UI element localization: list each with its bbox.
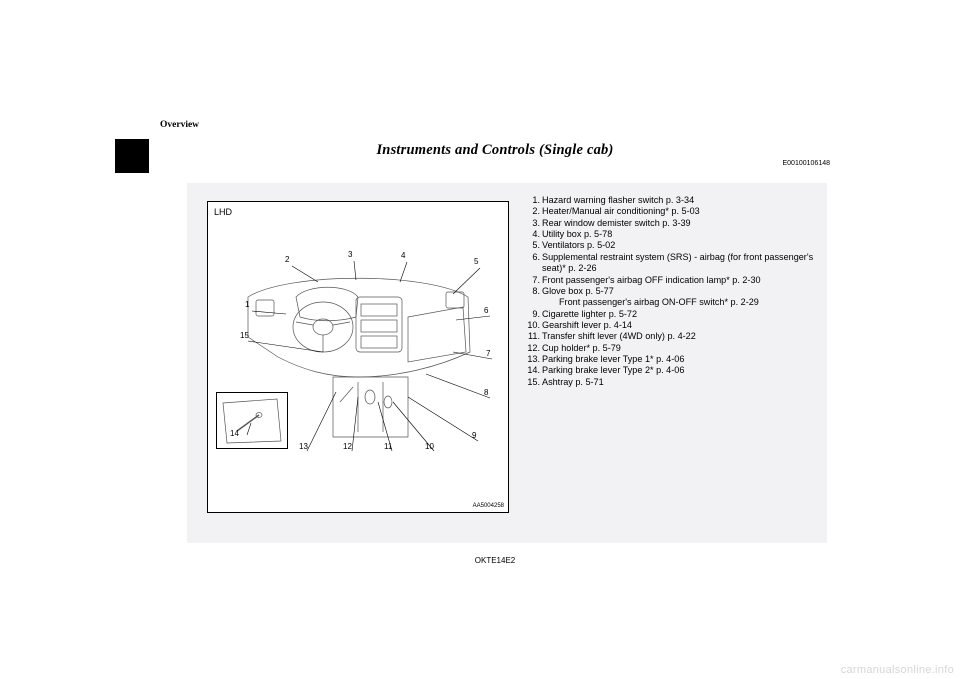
callout-8: 8 [484,388,488,397]
legend-item: Transfer shift lever (4WD only) p. 4-22 [525,331,815,342]
callout-3: 3 [348,250,352,259]
callout-4: 4 [401,251,405,260]
legend-item: Hazard warning flasher switch p. 3-34 [525,195,815,206]
legend-item: Cup holder* p. 5-79 [525,343,815,354]
legend-item: Parking brake lever Type 2* p. 4-06 [525,365,815,376]
callout-6: 6 [484,306,488,315]
callout-15: 15 [240,331,249,340]
callout-13: 13 [299,442,308,451]
diagram-figure: LHD AA5004258 [207,201,509,513]
document-id: E00100106148 [783,160,831,167]
legend-item: Front passenger's airbag OFF indication … [525,275,815,286]
legend-item: Ventilators p. 5-02 [525,240,815,251]
inset-lineart [217,393,287,448]
legend-item: Ashtray p. 5-71 [525,377,815,388]
legend-item: Supplemental restraint system (SRS) - ai… [525,252,815,275]
legend-item: Parking brake lever Type 1* p. 4-06 [525,354,815,365]
figure-id: AA5004258 [473,503,504,509]
callout-2: 2 [285,255,289,264]
legend-item: Glove box p. 5-77Front passenger's airba… [525,286,815,309]
callout-14: 14 [230,429,239,438]
callout-10: 10 [425,442,434,451]
dashboard-lineart [208,202,508,512]
section-heading: Overview [160,120,199,130]
page-title: Instruments and Controls (Single cab) [160,142,830,159]
callout-1: 1 [245,300,249,309]
legend-item: Cigarette lighter p. 5-72 [525,309,815,320]
callout-11: 11 [384,442,392,451]
callout-5: 5 [474,257,478,266]
legend-list: Hazard warning flasher switch p. 3-34Hea… [525,195,815,388]
callout-9: 9 [472,431,476,440]
legend-item: Utility box p. 5-78 [525,229,815,240]
callout-7: 7 [486,349,490,358]
legend-item-sub: Front passenger's airbag ON-OFF switch* … [542,297,815,308]
legend-item: Heater/Manual air conditioning* p. 5-03 [525,206,815,217]
footer-code: OKTE14E2 [160,556,830,565]
legend-item: Rear window demister switch p. 3-39 [525,218,815,229]
content-panel: LHD AA5004258 [187,183,827,543]
watermark: carmanualsonline.info [841,664,954,676]
section-marker [115,139,149,173]
legend-item: Gearshift lever p. 4-14 [525,320,815,331]
callout-12: 12 [343,442,352,451]
lhd-label: LHD [214,207,232,217]
inset-figure [216,392,288,449]
page: Overview Instruments and Controls (Singl… [0,0,960,679]
